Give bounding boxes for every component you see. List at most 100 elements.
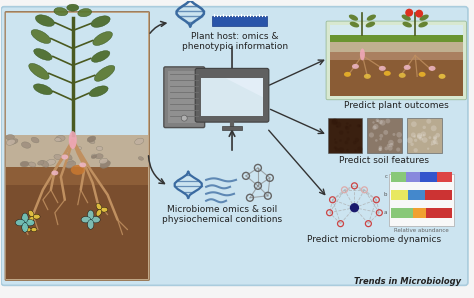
Circle shape	[396, 148, 401, 152]
Ellipse shape	[89, 140, 95, 144]
Circle shape	[375, 119, 379, 122]
Bar	[329, 60, 463, 96]
Bar	[425, 190, 438, 200]
Ellipse shape	[365, 22, 375, 27]
Bar	[6, 13, 148, 135]
Bar	[407, 118, 442, 153]
Circle shape	[378, 120, 383, 124]
Circle shape	[388, 140, 394, 145]
Ellipse shape	[34, 49, 52, 60]
Ellipse shape	[64, 154, 72, 160]
Ellipse shape	[67, 4, 79, 11]
Ellipse shape	[360, 49, 365, 60]
Circle shape	[417, 133, 422, 138]
Ellipse shape	[10, 139, 18, 144]
Circle shape	[385, 119, 390, 123]
Circle shape	[372, 125, 376, 130]
Circle shape	[335, 148, 339, 152]
Bar	[408, 190, 425, 200]
Bar	[6, 167, 148, 280]
Circle shape	[419, 137, 423, 141]
FancyBboxPatch shape	[195, 68, 269, 122]
Circle shape	[373, 124, 378, 129]
Circle shape	[431, 140, 436, 145]
Circle shape	[426, 119, 431, 124]
Ellipse shape	[22, 223, 28, 232]
Circle shape	[433, 137, 437, 140]
Text: a: a	[384, 210, 387, 215]
Circle shape	[414, 139, 417, 142]
Ellipse shape	[93, 32, 112, 46]
Circle shape	[375, 139, 378, 142]
Circle shape	[339, 131, 344, 135]
Bar	[389, 174, 454, 226]
Circle shape	[345, 126, 350, 130]
Ellipse shape	[69, 131, 77, 149]
Ellipse shape	[367, 15, 376, 21]
Circle shape	[433, 135, 437, 139]
Circle shape	[334, 146, 337, 149]
Ellipse shape	[77, 147, 82, 150]
Circle shape	[407, 137, 413, 143]
Circle shape	[181, 115, 187, 121]
Ellipse shape	[438, 74, 446, 79]
Ellipse shape	[88, 138, 93, 141]
Circle shape	[338, 147, 344, 153]
Ellipse shape	[96, 203, 101, 210]
Circle shape	[388, 146, 392, 151]
Ellipse shape	[91, 16, 110, 27]
Circle shape	[380, 120, 385, 125]
Ellipse shape	[55, 136, 65, 142]
Ellipse shape	[91, 216, 100, 223]
Ellipse shape	[71, 165, 85, 175]
Ellipse shape	[22, 213, 28, 223]
Circle shape	[379, 146, 382, 149]
Circle shape	[353, 141, 356, 145]
Ellipse shape	[81, 216, 91, 223]
Bar	[367, 118, 402, 153]
Ellipse shape	[419, 72, 426, 77]
Circle shape	[436, 133, 440, 138]
FancyBboxPatch shape	[1, 7, 468, 285]
Ellipse shape	[100, 207, 108, 212]
Ellipse shape	[28, 210, 34, 217]
Ellipse shape	[96, 209, 101, 216]
Bar	[168, 71, 200, 123]
Bar	[222, 126, 242, 130]
Ellipse shape	[66, 160, 74, 164]
Bar	[426, 208, 439, 218]
Circle shape	[422, 126, 426, 129]
Ellipse shape	[94, 65, 115, 81]
Ellipse shape	[99, 158, 108, 164]
Circle shape	[355, 138, 359, 142]
Ellipse shape	[34, 84, 53, 95]
Bar	[391, 190, 408, 200]
Ellipse shape	[54, 154, 62, 160]
FancyBboxPatch shape	[5, 12, 149, 280]
Circle shape	[355, 150, 357, 152]
Bar	[391, 208, 412, 218]
Circle shape	[383, 130, 388, 135]
Ellipse shape	[36, 15, 55, 27]
Circle shape	[421, 131, 426, 137]
Circle shape	[411, 133, 416, 137]
Ellipse shape	[88, 220, 94, 229]
Bar	[329, 43, 463, 52]
Circle shape	[431, 144, 433, 146]
Circle shape	[422, 137, 428, 143]
Ellipse shape	[87, 136, 96, 142]
Ellipse shape	[31, 30, 51, 44]
Ellipse shape	[89, 86, 108, 97]
Ellipse shape	[428, 66, 436, 71]
Circle shape	[349, 124, 352, 127]
Bar	[6, 135, 148, 167]
Bar	[438, 190, 452, 200]
Circle shape	[433, 139, 438, 144]
Bar	[412, 208, 426, 218]
Ellipse shape	[25, 228, 31, 232]
Ellipse shape	[6, 139, 15, 145]
Circle shape	[415, 10, 423, 18]
Ellipse shape	[31, 137, 39, 143]
Bar	[420, 172, 437, 182]
Circle shape	[332, 118, 338, 124]
